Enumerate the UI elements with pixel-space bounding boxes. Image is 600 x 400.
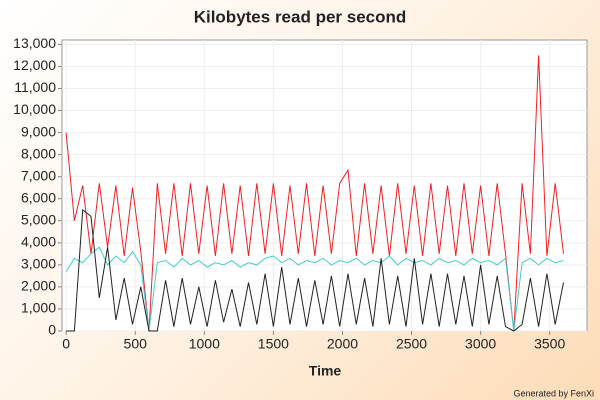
x-axis-label: Time	[309, 363, 342, 379]
y-tick-label: 2,000	[21, 278, 56, 294]
y-tick-label: 6,000	[21, 189, 56, 205]
y-tick-label: 0	[48, 322, 56, 338]
x-tick-label: 500	[124, 336, 148, 352]
x-tick-label: 3500	[534, 336, 565, 352]
chart-title: Kilobytes read per second	[194, 7, 407, 26]
y-tick-label: 13,000	[13, 35, 56, 51]
series-line	[66, 208, 564, 332]
x-tick-label: 0	[62, 336, 70, 352]
y-tick-label: 9,000	[21, 123, 56, 139]
y-tick-label: 5,000	[21, 211, 56, 227]
x-tick-label: 1000	[189, 336, 220, 352]
y-tick-label: 1,000	[21, 300, 56, 316]
footnote: Generated by FenXi	[513, 388, 594, 398]
y-tick-label: 8,000	[21, 145, 56, 161]
x-tick-label: 2000	[327, 336, 358, 352]
y-tick-label: 11,000	[14, 79, 56, 95]
x-tick-label: 1500	[258, 336, 289, 352]
x-tick-label: 3000	[465, 336, 496, 352]
x-tick-label: 2500	[396, 336, 427, 352]
y-tick-label: 7,000	[21, 167, 56, 183]
y-tick-label: 12,000	[13, 57, 56, 73]
y-tick-label: 10,000	[13, 101, 56, 117]
y-tick-label: 4,000	[21, 234, 56, 250]
y-tick-label: 3,000	[21, 256, 56, 272]
